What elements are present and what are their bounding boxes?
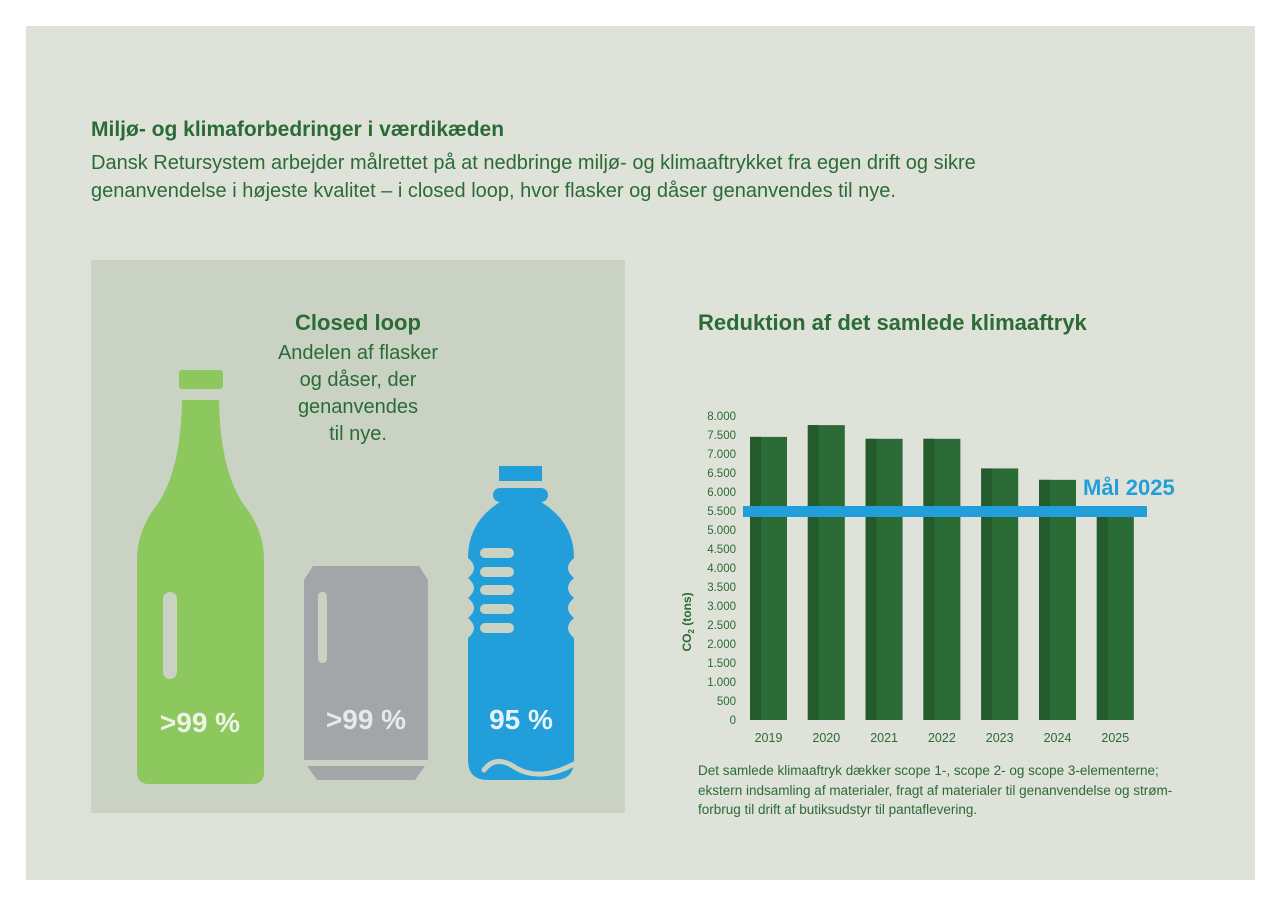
plastic-bottle-percentage: 95 % xyxy=(489,704,553,735)
y-tick-label: 6.000 xyxy=(707,487,736,499)
closed-loop-title: Closed loop xyxy=(295,310,421,335)
x-tick-label: 2024 xyxy=(1044,731,1072,745)
y-tick-label: 8.000 xyxy=(707,411,736,423)
goal-line xyxy=(743,506,1147,517)
bar-2020 xyxy=(807,425,845,720)
bar-shade xyxy=(865,438,877,720)
subtitle-line-3: genanvendes xyxy=(297,396,419,418)
chart-title: Reduktion af det samlede klimaaftryk xyxy=(698,310,1087,335)
can-icon xyxy=(304,566,428,780)
x-tick-label: 2020 xyxy=(812,731,840,745)
y-tick-label: 6.500 xyxy=(707,468,736,480)
bar-shade xyxy=(1096,511,1108,720)
y-tick-label: 3.500 xyxy=(707,582,736,594)
y-axis-label: CO2 (tons) xyxy=(680,592,696,651)
glass-bottle-percentage: >99 % xyxy=(159,707,241,738)
y-axis-ticks: 0 500 1.000 1.500 2.000 2.500 3.000 3.500 4.000 4… xyxy=(707,411,736,727)
x-tick-label: 2022 xyxy=(928,731,956,745)
can-percentage: >99 % xyxy=(325,704,407,735)
footnote-line-3: forbrug til drift af butiksudstyr til pa… xyxy=(698,802,978,817)
y-tick-label: 1.000 xyxy=(707,677,736,689)
y-tick-label: 2.000 xyxy=(707,639,736,651)
intro-line-2: genanvendelse i højeste kvalitet – i clo… xyxy=(91,180,896,202)
y-tick-label: 5.000 xyxy=(707,525,736,537)
co2-bar-chart: 0 500 1.000 1.500 2.000 2.500 3.000 3.500 4.000 4… xyxy=(680,411,1175,745)
page-title: Miljø- og klimaforbedringer i værdikæden xyxy=(91,118,505,141)
intro-text: Dansk Retursystem arbejder målrettet på … xyxy=(91,149,1111,205)
chart-footnote: Det samlede klimaaftryk dækker scope 1-,… xyxy=(698,761,1208,820)
x-tick-label: 2025 xyxy=(1101,731,1129,745)
bar-shade xyxy=(923,438,935,720)
intro-line-1: Dansk Retursystem arbejder målrettet på … xyxy=(91,152,976,174)
glass-bottle-icon xyxy=(137,370,264,784)
x-tick-label: 2021 xyxy=(870,731,898,745)
bar-shade xyxy=(750,436,761,720)
closed-loop-subtitle: Andelen af flasker og dåser, der genanve… xyxy=(258,340,458,448)
x-tick-label: 2019 xyxy=(755,731,783,745)
y-tick-label: 3.000 xyxy=(707,601,736,613)
bar-2024 xyxy=(1039,479,1076,720)
plastic-bottle-icon xyxy=(468,466,577,780)
subtitle-line-4: til nye. xyxy=(329,423,387,445)
footnote-line-1: Det samlede klimaaftryk dækker scope 1-,… xyxy=(698,763,1159,778)
bar-shade xyxy=(1039,479,1050,720)
x-axis-ticks: 2019 2020 2021 2022 2023 2024 2025 xyxy=(755,731,1130,745)
goal-line-group: Mål 2025 xyxy=(743,475,1175,517)
y-tick-label: 2.500 xyxy=(707,620,736,632)
bar-2019 xyxy=(750,436,787,720)
x-tick-label: 2023 xyxy=(986,731,1014,745)
bar-2021 xyxy=(865,438,903,720)
y-tick-label: 4.000 xyxy=(707,563,736,575)
goal-label: Mål 2025 xyxy=(1083,475,1175,500)
y-tick-label: 7.000 xyxy=(707,449,736,461)
y-tick-label: 5.500 xyxy=(707,506,736,518)
bar-2022 xyxy=(923,438,961,720)
y-tick-label: 1.500 xyxy=(707,658,736,670)
subtitle-line-1: Andelen af flasker xyxy=(277,342,439,364)
y-tick-label: 7.500 xyxy=(707,430,736,442)
footnote-line-2: ekstern indsamling af materialer, fragt … xyxy=(698,782,1173,798)
bar-2025 xyxy=(1096,511,1134,720)
y-tick-label: 4.500 xyxy=(707,544,736,556)
bar-shade xyxy=(807,425,819,720)
bar-shade xyxy=(981,468,993,720)
subtitle-line-2: og dåser, der xyxy=(299,369,417,391)
bars xyxy=(750,425,1134,720)
y-tick-label: 500 xyxy=(717,696,736,708)
y-tick-label: 0 xyxy=(730,715,736,727)
